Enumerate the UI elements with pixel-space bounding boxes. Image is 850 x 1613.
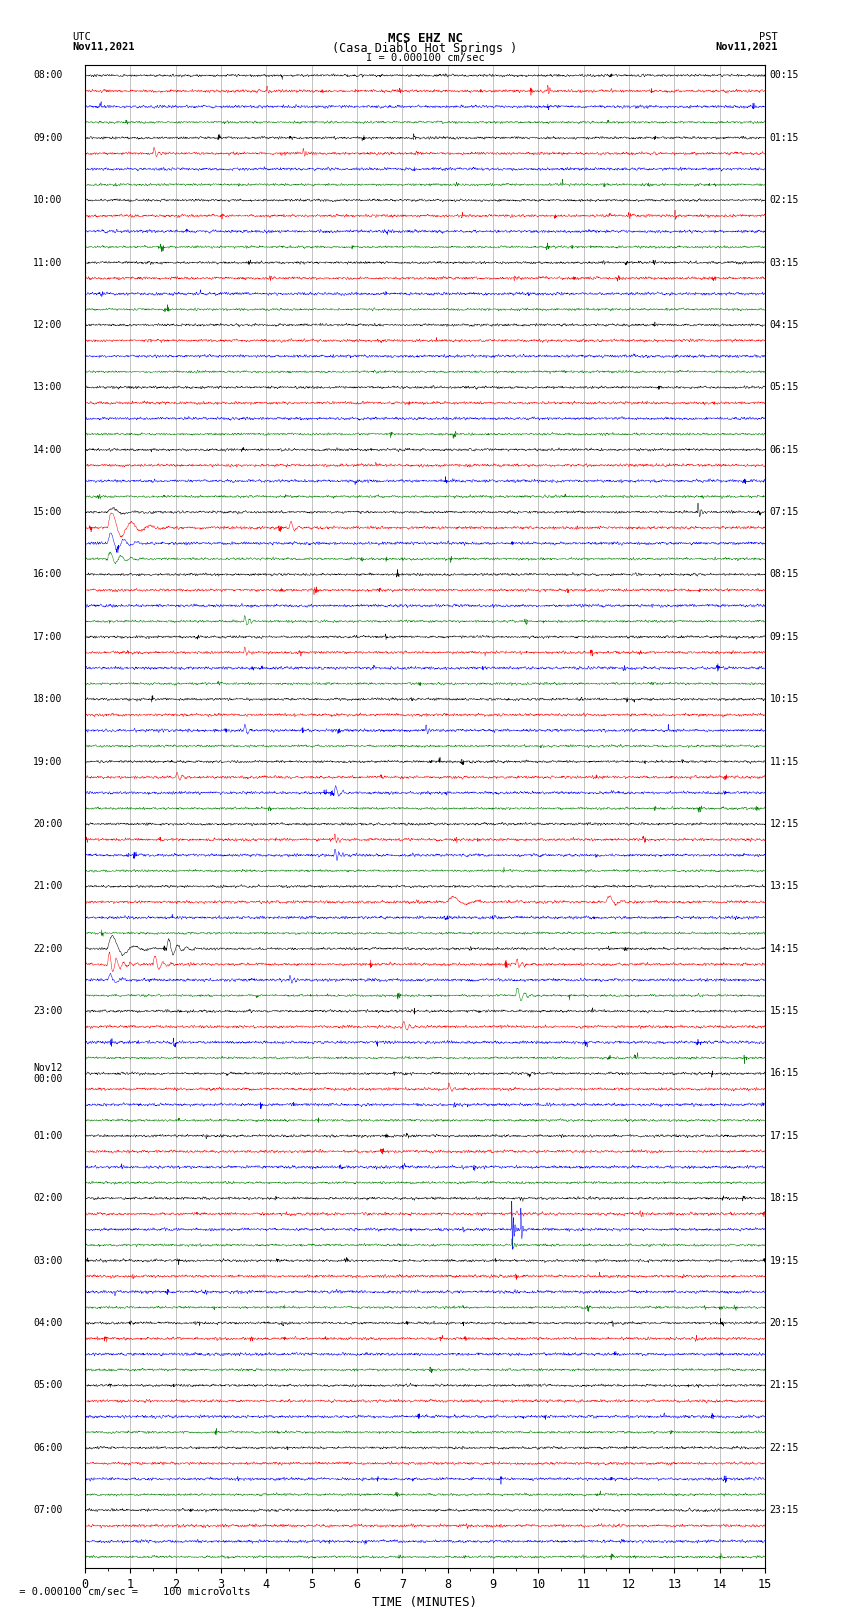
Text: 08:15: 08:15 (769, 569, 799, 579)
Text: 22:00: 22:00 (33, 944, 62, 953)
Text: PST: PST (759, 32, 778, 42)
Text: Nov11,2021: Nov11,2021 (72, 42, 135, 52)
Text: 06:00: 06:00 (33, 1442, 62, 1453)
Text: 16:15: 16:15 (769, 1068, 799, 1079)
Text: UTC: UTC (72, 32, 91, 42)
Text: 18:15: 18:15 (769, 1194, 799, 1203)
Text: 03:15: 03:15 (769, 258, 799, 268)
Text: 19:00: 19:00 (33, 756, 62, 766)
Text: 07:15: 07:15 (769, 506, 799, 518)
Text: 09:00: 09:00 (33, 132, 62, 144)
Text: 09:15: 09:15 (769, 632, 799, 642)
Text: 02:00: 02:00 (33, 1194, 62, 1203)
Text: 10:00: 10:00 (33, 195, 62, 205)
Text: 02:15: 02:15 (769, 195, 799, 205)
Text: 20:15: 20:15 (769, 1318, 799, 1327)
Text: 18:00: 18:00 (33, 694, 62, 705)
Text: 19:15: 19:15 (769, 1255, 799, 1266)
Text: 05:15: 05:15 (769, 382, 799, 392)
Text: 23:00: 23:00 (33, 1007, 62, 1016)
Text: 12:00: 12:00 (33, 319, 62, 331)
Text: 22:15: 22:15 (769, 1442, 799, 1453)
Text: Nov12
00:00: Nov12 00:00 (33, 1063, 62, 1084)
Text: 03:00: 03:00 (33, 1255, 62, 1266)
Text: MCS EHZ NC: MCS EHZ NC (388, 32, 462, 45)
Text: 01:00: 01:00 (33, 1131, 62, 1140)
Text: 16:00: 16:00 (33, 569, 62, 579)
Text: = 0.000100 cm/sec =    100 microvolts: = 0.000100 cm/sec = 100 microvolts (13, 1587, 250, 1597)
Text: Nov11,2021: Nov11,2021 (715, 42, 778, 52)
Text: 13:15: 13:15 (769, 881, 799, 892)
Text: 06:15: 06:15 (769, 445, 799, 455)
Text: 17:15: 17:15 (769, 1131, 799, 1140)
Text: 23:15: 23:15 (769, 1505, 799, 1515)
Text: 14:15: 14:15 (769, 944, 799, 953)
Text: 12:15: 12:15 (769, 819, 799, 829)
Text: I = 0.000100 cm/sec: I = 0.000100 cm/sec (366, 53, 484, 63)
X-axis label: TIME (MINUTES): TIME (MINUTES) (372, 1597, 478, 1610)
Text: 11:15: 11:15 (769, 756, 799, 766)
Text: 11:00: 11:00 (33, 258, 62, 268)
Text: 08:00: 08:00 (33, 71, 62, 81)
Text: 05:00: 05:00 (33, 1381, 62, 1390)
Text: 10:15: 10:15 (769, 694, 799, 705)
Text: 04:15: 04:15 (769, 319, 799, 331)
Text: 04:00: 04:00 (33, 1318, 62, 1327)
Text: 15:15: 15:15 (769, 1007, 799, 1016)
Text: 07:00: 07:00 (33, 1505, 62, 1515)
Text: 13:00: 13:00 (33, 382, 62, 392)
Text: 17:00: 17:00 (33, 632, 62, 642)
Text: 21:00: 21:00 (33, 881, 62, 892)
Text: 15:00: 15:00 (33, 506, 62, 518)
Text: 21:15: 21:15 (769, 1381, 799, 1390)
Text: 14:00: 14:00 (33, 445, 62, 455)
Text: (Casa Diablo Hot Springs ): (Casa Diablo Hot Springs ) (332, 42, 518, 55)
Text: 00:15: 00:15 (769, 71, 799, 81)
Text: 01:15: 01:15 (769, 132, 799, 144)
Text: 20:00: 20:00 (33, 819, 62, 829)
